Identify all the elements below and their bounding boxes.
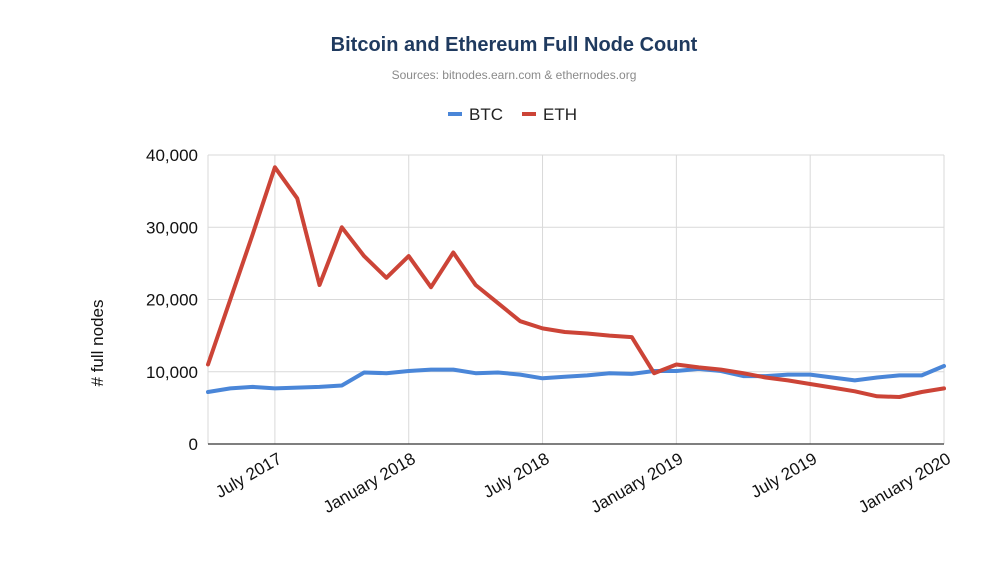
x-tick-label: January 2019 <box>588 449 687 517</box>
series-lines <box>206 165 946 399</box>
chart-subtitle: Sources: bitnodes.earn.com & ethernodes.… <box>392 68 637 82</box>
y-tick-label: 30,000 <box>146 218 198 237</box>
x-tick-label: July 2017 <box>212 449 285 502</box>
chart-title: Bitcoin and Ethereum Full Node Count <box>331 34 698 56</box>
y-axis-ticks: 0 10,000 20,000 30,000 40,000 <box>146 146 198 454</box>
y-tick-label: 0 <box>189 435 198 454</box>
x-tick-label: January 2018 <box>320 449 419 517</box>
legend: BTC ETH <box>448 105 577 124</box>
y-tick-label: 20,000 <box>146 291 198 310</box>
legend-label-eth: ETH <box>543 105 577 124</box>
series-line-eth <box>206 165 946 399</box>
y-axis-label: # full nodes <box>88 300 107 387</box>
x-tick-label: July 2019 <box>748 449 821 502</box>
y-tick-label: 40,000 <box>146 146 198 165</box>
x-axis-ticks: July 2017 January 2018 July 2018 January 20… <box>212 449 954 517</box>
gridlines <box>207 154 945 445</box>
x-tick-label: January 2020 <box>855 449 954 517</box>
x-tick-label: July 2018 <box>480 449 553 502</box>
series-line-btc <box>206 364 946 394</box>
y-tick-label: 10,000 <box>146 363 198 382</box>
legend-label-btc: BTC <box>469 105 503 124</box>
